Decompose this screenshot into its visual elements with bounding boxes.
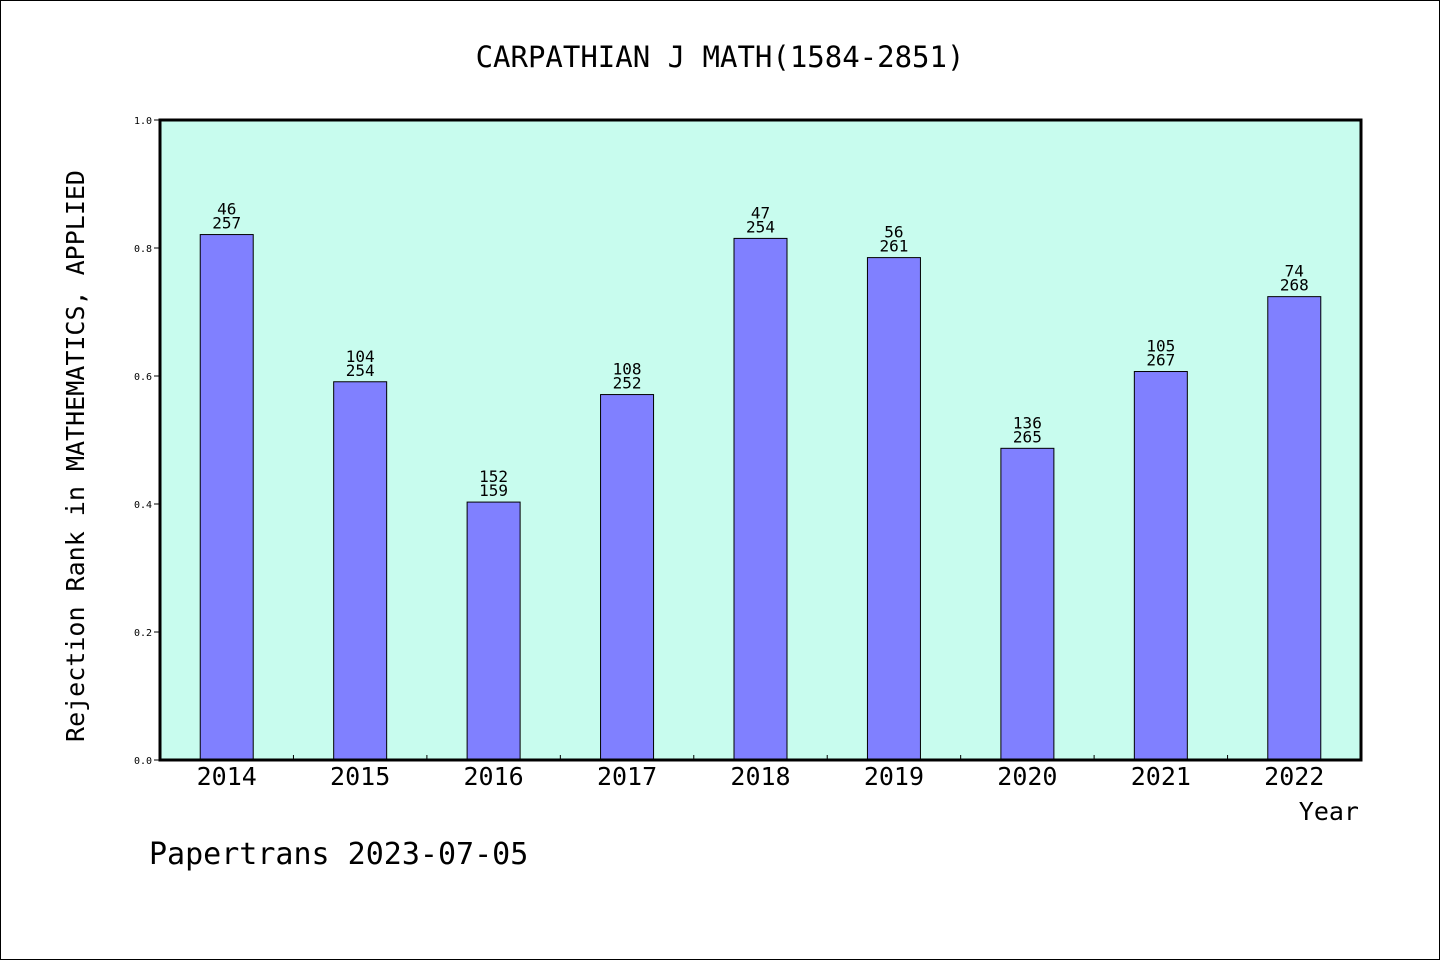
y-tick-label: 0.8 — [134, 244, 152, 255]
bar-label-bottom: 254 — [746, 217, 775, 236]
bar-2014 — [199, 234, 254, 761]
bar-2016 — [466, 501, 521, 761]
bar-label-top: 56 — [884, 223, 903, 242]
bar-2017 — [600, 394, 655, 761]
bar-2018 — [733, 237, 788, 761]
x-tick-label: 2019 — [864, 762, 924, 791]
bar-label-bottom: 159 — [479, 481, 508, 500]
y-tick-label: 1.0 — [134, 116, 152, 127]
bar-label-top: 152 — [479, 467, 508, 486]
bar-2015 — [333, 381, 388, 761]
bar-2020 — [1000, 447, 1055, 761]
x-tick-label: 2022 — [1264, 762, 1324, 791]
x-axis-ticks: 2014 2015 2016 2017 2018 2019 2020 2021 2022 — [197, 755, 1324, 791]
y-tick-label: 0.0 — [134, 756, 152, 767]
bar-label-top: 105 — [1146, 337, 1175, 356]
chart-title: CARPATHIAN J MATH(1584-2851) — [476, 40, 965, 74]
x-tick-label: 2014 — [197, 762, 257, 791]
bar-label-top: 136 — [1013, 413, 1042, 432]
bar-label-top: 104 — [346, 347, 375, 366]
bar-2019 — [866, 257, 921, 761]
bar-label-top: 108 — [613, 360, 642, 379]
y-tick-label: 0.6 — [134, 372, 152, 383]
bar-label-bottom: 268 — [1280, 276, 1309, 295]
x-tick-label: 2017 — [597, 762, 657, 791]
bar-label-top: 74 — [1285, 262, 1304, 281]
x-tick-label: 2018 — [730, 762, 790, 791]
bar-label-bottom: 261 — [879, 237, 908, 256]
footer-credit: Papertrans 2023-07-05 — [149, 837, 528, 872]
bar-2021 — [1133, 371, 1188, 761]
bar-label-bottom: 257 — [212, 214, 241, 233]
bar-label-bottom: 254 — [346, 361, 375, 380]
bar-label-bottom: 265 — [1013, 427, 1042, 446]
x-axis-label: Year — [1299, 797, 1359, 826]
bars-group — [199, 234, 1322, 761]
x-tick-label: 2016 — [464, 762, 524, 791]
y-tick-label: 0.2 — [134, 628, 152, 639]
x-tick-label: 2020 — [997, 762, 1057, 791]
y-axis-label: Rejection Rank in MATHEMATICS, APPLIED — [61, 170, 90, 742]
x-tick-label: 2021 — [1131, 762, 1191, 791]
bar-label-top: 47 — [751, 203, 770, 222]
x-tick-label: 2015 — [330, 762, 390, 791]
plot-border — [158, 118, 1363, 762]
bar-2022 — [1267, 296, 1322, 761]
y-axis-ticks: 0.0 0.2 0.4 0.6 0.8 1.0 — [134, 116, 160, 767]
bar-label-bottom: 252 — [613, 374, 642, 393]
y-tick-label: 0.4 — [134, 500, 152, 511]
bar-label-bottom: 267 — [1146, 351, 1175, 370]
bar-label-top: 46 — [217, 200, 236, 219]
